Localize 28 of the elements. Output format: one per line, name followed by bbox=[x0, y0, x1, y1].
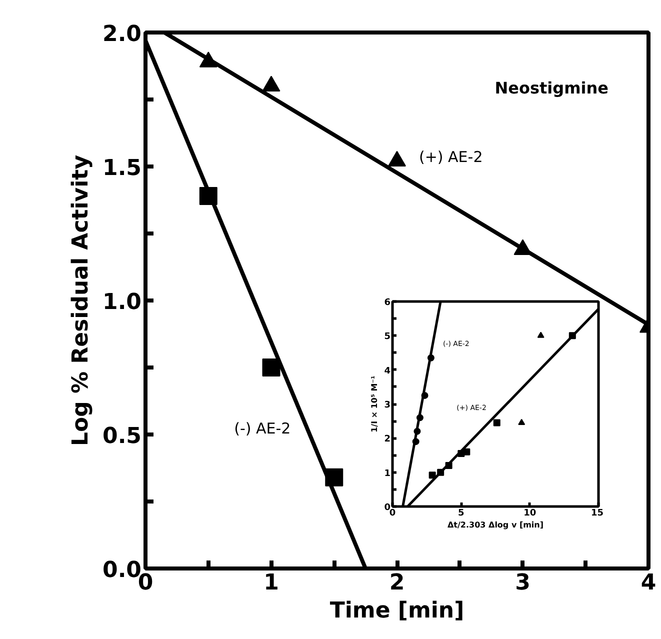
y-tick-label: 5 bbox=[384, 332, 391, 342]
point bbox=[493, 419, 500, 426]
x-tick-label: 4 bbox=[640, 570, 656, 596]
series-label: (+) AE-2 bbox=[419, 148, 483, 166]
y-axis-title: Log % Residual Activity bbox=[68, 154, 94, 446]
point bbox=[518, 418, 526, 426]
y-tick-label: 1.0 bbox=[102, 290, 142, 315]
y-tick-label: 0.5 bbox=[102, 424, 142, 449]
y-tick-label: 2.0 bbox=[102, 22, 142, 47]
y-tick-label: 4 bbox=[384, 366, 391, 376]
x-axis-title: Time [min] bbox=[330, 598, 464, 624]
x-tick-label: 1 bbox=[264, 570, 279, 596]
point bbox=[463, 448, 470, 456]
x-axis-title: Δt/2.303 Δlog v [min] bbox=[447, 520, 544, 530]
point bbox=[537, 332, 544, 338]
y-tick-label: 1 bbox=[384, 468, 391, 479]
text: (-) AE-2 bbox=[234, 419, 291, 438]
y-tick-label: 6 bbox=[384, 298, 391, 308]
x-tick-label: 10 bbox=[524, 508, 536, 518]
y-tick-label: 3 bbox=[384, 400, 391, 410]
x-tick-label: 15 bbox=[590, 508, 604, 518]
point bbox=[428, 472, 436, 479]
annotation: Neostigmine bbox=[494, 78, 609, 98]
y-axis-title: 1/I × 10⁵ M⁻¹ bbox=[370, 375, 380, 432]
x-tick-label: 3 bbox=[515, 570, 530, 596]
x-tick-label: 5 bbox=[458, 508, 464, 518]
y-tick-label: 2 bbox=[384, 434, 391, 445]
y-tick-label: 1.5 bbox=[102, 156, 142, 181]
